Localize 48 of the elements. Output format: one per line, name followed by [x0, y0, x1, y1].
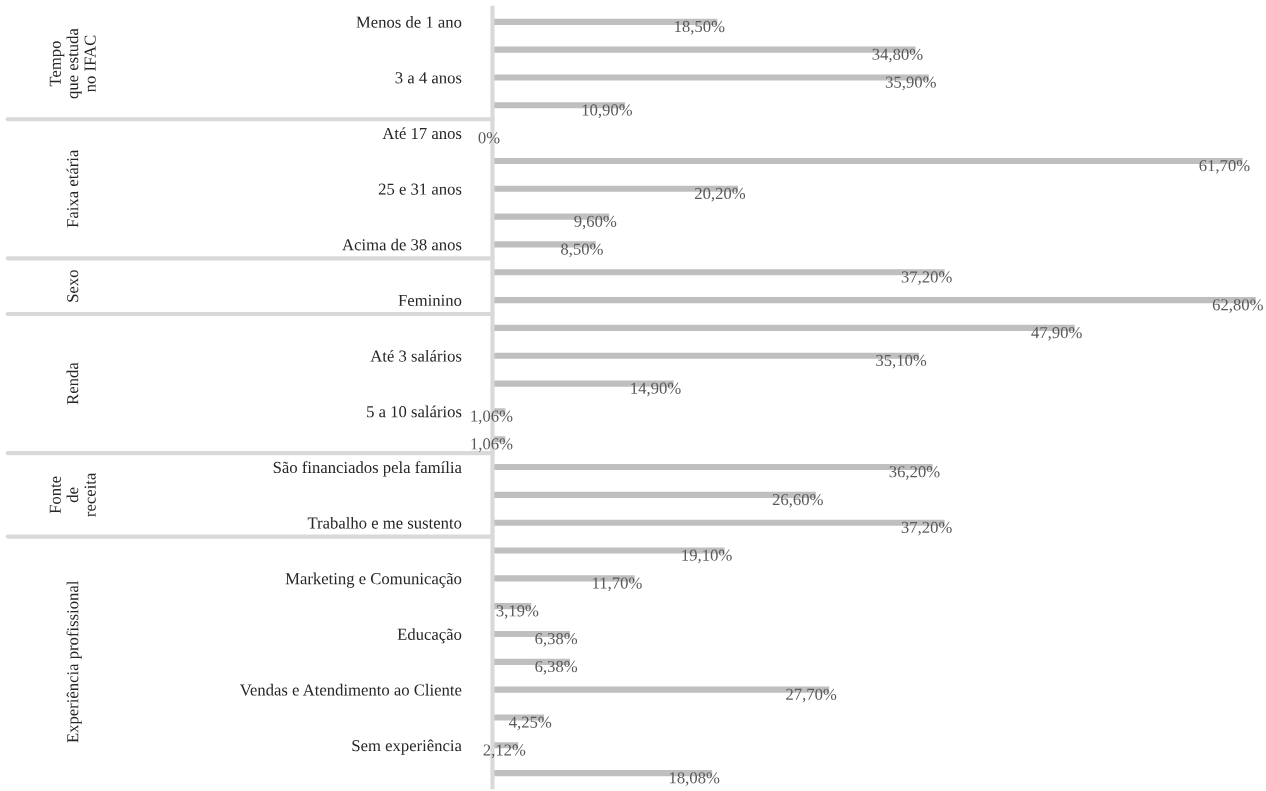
text: Experiência profissional: [66, 580, 82, 743]
source-note: Fonte de receita: [49, 472, 96, 517]
y-tick-label: Até 3 salários: [370, 349, 462, 362]
data-label: 37,20%: [901, 271, 952, 285]
data-label: 0%: [478, 132, 500, 144]
data-label: 14,90%: [631, 382, 681, 397]
data-label: 18,50%: [675, 20, 725, 35]
data-label: 2,12%: [483, 744, 526, 758]
data-label: 35,10%: [876, 354, 927, 369]
y-tick-label: Menos de 1 ano: [356, 16, 462, 28]
y-tick-label: 3 a 4 anos: [395, 72, 462, 84]
data-label: 9,60%: [574, 215, 617, 230]
data-label: 62,80%: [1212, 299, 1263, 313]
data-label: 20,20%: [695, 187, 746, 202]
y-tick-label: Trabalho e me sustento: [307, 516, 462, 529]
text: Tempo que estuda no IFAC: [49, 28, 96, 99]
data-label: 19,10%: [682, 549, 732, 564]
data-label: 47,90%: [1031, 326, 1082, 341]
text: Renda: [66, 362, 79, 405]
data-label: 18,08%: [669, 772, 720, 786]
data-label: 35,90%: [885, 76, 936, 91]
y-tick-label: Vendas e Atendimento ao Cliente: [239, 683, 462, 696]
y-tick-label: Acima de 38 anos: [342, 238, 462, 251]
data-label: 61,70%: [1199, 160, 1250, 174]
data-label: 10,90%: [582, 104, 633, 118]
data-label: 37,20%: [901, 521, 952, 536]
y-tick-label: 5 a 10 salários: [367, 405, 462, 418]
data-label: 6,38%: [535, 633, 578, 647]
data-label: 11,70%: [593, 577, 642, 592]
text: Faixa etária: [66, 149, 79, 228]
y-tick-label: 25 e 31 anos: [378, 183, 462, 195]
data-label: 27,70%: [786, 688, 837, 703]
y-tick-label: Marketing e Comunicação: [285, 572, 462, 588]
data-label: 6,38%: [535, 660, 578, 675]
y-tick-label: Feminino: [398, 294, 462, 307]
data-label: 8,50%: [561, 243, 603, 258]
y-tick-label: Sem experiência: [352, 739, 462, 755]
data-label: 1,06%: [471, 410, 513, 425]
data-label: 36,20%: [889, 466, 940, 480]
y-tick-label: São financiados pela família: [273, 461, 462, 477]
text: Sexo: [67, 270, 79, 302]
y-tick-label: Educação: [397, 628, 462, 644]
y-tick-label: Até 17 anos: [382, 127, 462, 140]
data-label: 1,06%: [471, 438, 513, 452]
data-label: 4,25%: [509, 716, 552, 731]
data-label: 26,60%: [772, 493, 823, 508]
data-label: 34,80%: [872, 48, 923, 63]
data-label: 3,19%: [496, 605, 539, 619]
